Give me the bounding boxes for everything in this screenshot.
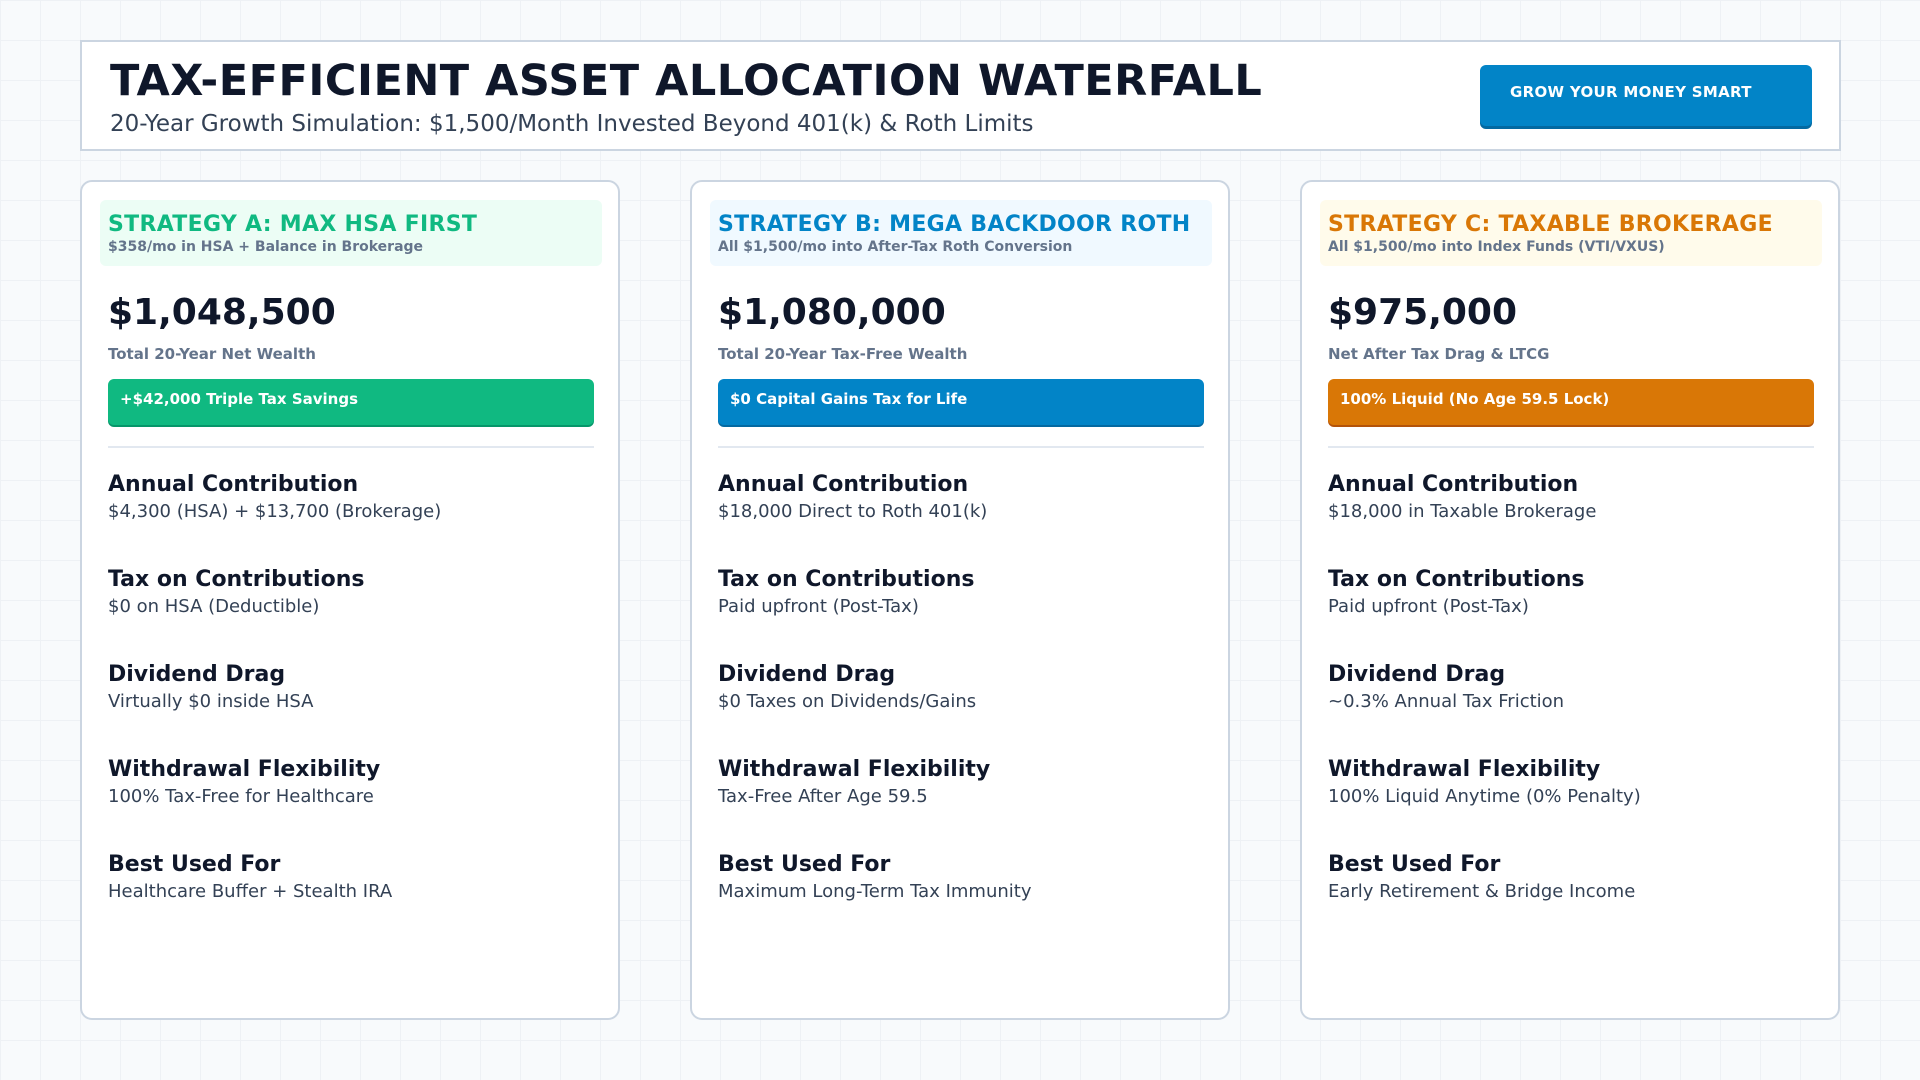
metric-label: Tax on Contributions: [108, 567, 365, 592]
metric-value: 100% Liquid Anytime (0% Penalty): [1328, 786, 1641, 807]
strategy-subtitle: $358/mo in HSA + Balance in Brokerage: [108, 239, 424, 255]
metric-label: Best Used For: [718, 852, 891, 877]
metric-label: Dividend Drag: [718, 662, 896, 687]
metric-value: 100% Tax-Free for Healthcare: [108, 786, 374, 807]
metric-label: Withdrawal Flexibility: [108, 757, 381, 782]
total-wealth-label: Total 20-Year Tax-Free Wealth: [718, 345, 968, 363]
metric-label: Tax on Contributions: [718, 567, 975, 592]
metric-annual-contribution: Annual Contribution $18,000 Direct to Ro…: [718, 471, 1208, 524]
metric-label: Best Used For: [1328, 852, 1501, 877]
strategy-title: STRATEGY B: MEGA BACKDOOR ROTH: [718, 212, 1191, 237]
metric-dividend-drag: Dividend Drag ~0.3% Annual Tax Friction: [1328, 661, 1818, 714]
metric-label: Dividend Drag: [108, 662, 286, 687]
metric-best-used-for: Best Used For Early Retirement & Bridge …: [1328, 851, 1818, 904]
metric-best-used-for: Best Used For Maximum Long-Term Tax Immu…: [718, 851, 1208, 904]
metric-value: Paid upfront (Post-Tax): [718, 596, 919, 617]
metric-label: Dividend Drag: [1328, 662, 1506, 687]
strategy-card-b: STRATEGY B: MEGA BACKDOOR ROTH All $1,50…: [690, 180, 1230, 1020]
metric-value: ~0.3% Annual Tax Friction: [1328, 691, 1565, 712]
page-title: TAX-EFFICIENT ASSET ALLOCATION WATERFALL: [110, 56, 1263, 106]
metric-annual-contribution: Annual Contribution $18,000 in Taxable B…: [1328, 471, 1818, 524]
metric-value: $4,300 (HSA) + $13,700 (Brokerage): [108, 501, 442, 522]
strategy-title: STRATEGY A: MAX HSA FIRST: [108, 212, 478, 237]
strategy-card-a: STRATEGY A: MAX HSA FIRST $358/mo in HSA…: [80, 180, 620, 1020]
divider: [108, 446, 594, 448]
strategy-subtitle: All $1,500/mo into After-Tax Roth Conver…: [718, 239, 1073, 255]
metric-value: Paid upfront (Post-Tax): [1328, 596, 1529, 617]
page-subtitle: 20-Year Growth Simulation: $1,500/Month …: [110, 111, 1034, 137]
strategy-subtitle: All $1,500/mo into Index Funds (VTI/VXUS…: [1328, 239, 1665, 255]
highlight-badge: $0 Capital Gains Tax for Life: [718, 379, 1204, 425]
metric-tax-on-contributions: Tax on Contributions $0 on HSA (Deductib…: [108, 566, 598, 619]
strategy-title: STRATEGY C: TAXABLE BROKERAGE: [1328, 212, 1773, 237]
metric-value: Tax-Free After Age 59.5: [718, 786, 928, 807]
metric-withdrawal-flexibility: Withdrawal Flexibility Tax-Free After Ag…: [718, 756, 1208, 809]
total-wealth-label: Total 20-Year Net Wealth: [108, 345, 316, 363]
divider: [1328, 446, 1814, 448]
metric-annual-contribution: Annual Contribution $4,300 (HSA) + $13,7…: [108, 471, 598, 524]
metric-tax-on-contributions: Tax on Contributions Paid upfront (Post-…: [718, 566, 1208, 619]
metric-tax-on-contributions: Tax on Contributions Paid upfront (Post-…: [1328, 566, 1818, 619]
metric-label: Annual Contribution: [718, 472, 969, 497]
grow-your-money-smart-button[interactable]: GROW YOUR MONEY SMART: [1480, 65, 1812, 126]
metric-value: Virtually $0 inside HSA: [108, 691, 314, 712]
total-wealth-value: $1,080,000: [718, 292, 946, 333]
metric-label: Tax on Contributions: [1328, 567, 1585, 592]
metric-value: Maximum Long-Term Tax Immunity: [718, 881, 1032, 902]
metric-dividend-drag: Dividend Drag $0 Taxes on Dividends/Gain…: [718, 661, 1208, 714]
strategy-header: STRATEGY B: MEGA BACKDOOR ROTH All $1,50…: [710, 200, 1212, 266]
metric-value: $18,000 in Taxable Brokerage: [1328, 501, 1597, 522]
metric-dividend-drag: Dividend Drag Virtually $0 inside HSA: [108, 661, 598, 714]
metric-withdrawal-flexibility: Withdrawal Flexibility 100% Liquid Anyti…: [1328, 756, 1818, 809]
metric-label: Annual Contribution: [1328, 472, 1579, 497]
metric-label: Best Used For: [108, 852, 281, 877]
strategy-header: STRATEGY A: MAX HSA FIRST $358/mo in HSA…: [100, 200, 602, 266]
highlight-badge: 100% Liquid (No Age 59.5 Lock): [1328, 379, 1814, 425]
metric-label: Withdrawal Flexibility: [1328, 757, 1601, 782]
metric-label: Annual Contribution: [108, 472, 359, 497]
metric-label: Withdrawal Flexibility: [718, 757, 991, 782]
total-wealth-label: Net After Tax Drag & LTCG: [1328, 345, 1550, 363]
metric-value: $0 Taxes on Dividends/Gains: [718, 691, 977, 712]
strategy-header: STRATEGY C: TAXABLE BROKERAGE All $1,500…: [1320, 200, 1822, 266]
total-wealth-value: $1,048,500: [108, 292, 336, 333]
total-wealth-value: $975,000: [1328, 292, 1518, 333]
metric-best-used-for: Best Used For Healthcare Buffer + Stealt…: [108, 851, 598, 904]
metric-value: $0 on HSA (Deductible): [108, 596, 320, 617]
metric-value: $18,000 Direct to Roth 401(k): [718, 501, 988, 522]
strategy-card-c: STRATEGY C: TAXABLE BROKERAGE All $1,500…: [1300, 180, 1840, 1020]
divider: [718, 446, 1204, 448]
metric-value: Early Retirement & Bridge Income: [1328, 881, 1636, 902]
highlight-badge: +$42,000 Triple Tax Savings: [108, 379, 594, 425]
metric-value: Healthcare Buffer + Stealth IRA: [108, 881, 393, 902]
metric-withdrawal-flexibility: Withdrawal Flexibility 100% Tax-Free for…: [108, 756, 598, 809]
header-panel: TAX-EFFICIENT ASSET ALLOCATION WATERFALL…: [80, 40, 1841, 151]
